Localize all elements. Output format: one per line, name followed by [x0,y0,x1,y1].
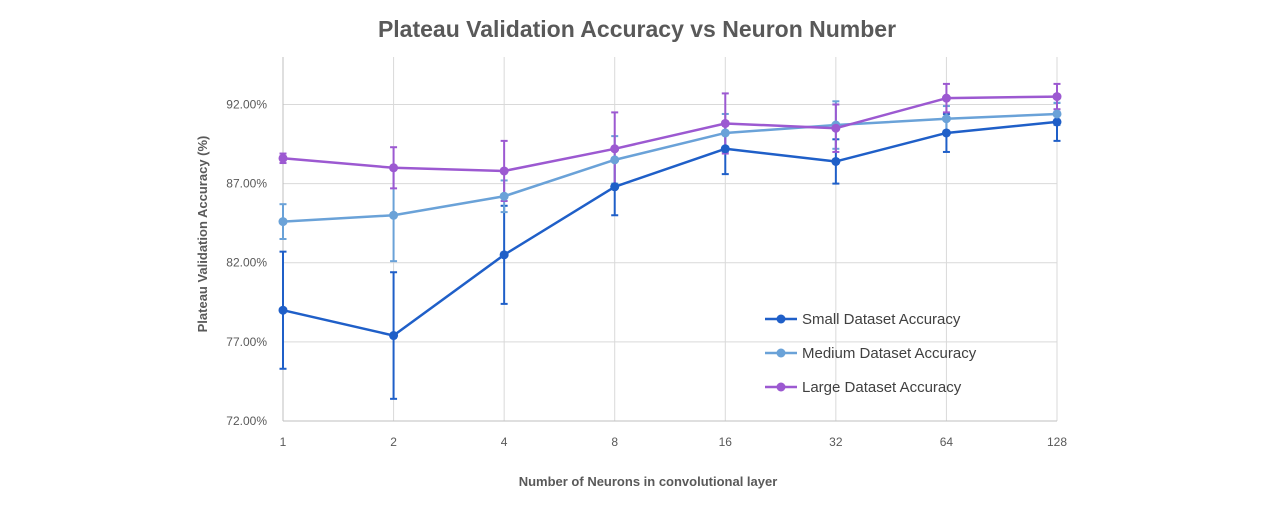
data-point [610,144,620,154]
legend-marker [776,314,786,324]
data-point [1052,117,1062,127]
grid-lines [283,57,1058,421]
axes [282,57,1057,422]
data-point [720,128,730,138]
data-point [278,217,288,227]
data-point [389,331,399,341]
data-point [941,128,951,138]
data-points [278,92,1062,341]
series-line [282,112,1058,223]
data-point [610,182,620,192]
data-point [499,191,509,201]
data-point [941,114,951,124]
data-point [389,210,399,220]
data-point [1052,109,1062,119]
legend: Small Dataset Accuracy Medium Dataset Acc… [765,311,977,396]
series-line [282,95,1058,173]
legend-label: Large Dataset Accuracy [802,379,962,396]
y-axis-title: Plateau Validation Accuracy (%) [195,136,210,333]
legend-marker [776,348,786,358]
data-point [499,166,509,176]
x-tick-label: 2 [390,435,397,449]
x-tick-label: 4 [501,435,508,449]
data-point [831,156,841,166]
series-line [282,120,1058,337]
y-tick-label: 77.00% [226,335,267,349]
y-tick-labels: 72.00% 77.00% 82.00% 87.00% 92.00% [226,97,267,428]
data-point [831,123,841,133]
data-point [278,153,288,163]
y-tick-label: 87.00% [226,177,267,191]
y-tick-label: 72.00% [226,414,267,428]
y-tick-label: 82.00% [226,256,267,270]
legend-label: Small Dataset Accuracy [802,311,961,328]
data-point [389,163,399,173]
x-tick-label: 1 [280,435,287,449]
y-tick-label: 92.00% [226,97,267,111]
data-point [720,144,730,154]
x-axis-title: Number of Neurons in convolutional layer [519,474,778,489]
x-tick-label: 8 [611,435,618,449]
x-tick-label: 32 [829,435,843,449]
x-tick-labels: 1 2 4 8 16 32 64 128 [280,435,1068,449]
data-point [941,93,951,103]
data-point [1052,92,1062,102]
data-point [720,118,730,128]
series-lines [282,95,1058,337]
data-point [278,305,288,315]
x-tick-label: 128 [1047,435,1067,449]
data-point [499,250,509,260]
legend-label: Medium Dataset Accuracy [802,345,977,362]
chart-title: Plateau Validation Accuracy vs Neuron Nu… [378,16,896,42]
x-tick-label: 64 [940,435,954,449]
x-tick-label: 16 [719,435,733,449]
data-point [610,155,620,165]
legend-marker [776,382,786,392]
